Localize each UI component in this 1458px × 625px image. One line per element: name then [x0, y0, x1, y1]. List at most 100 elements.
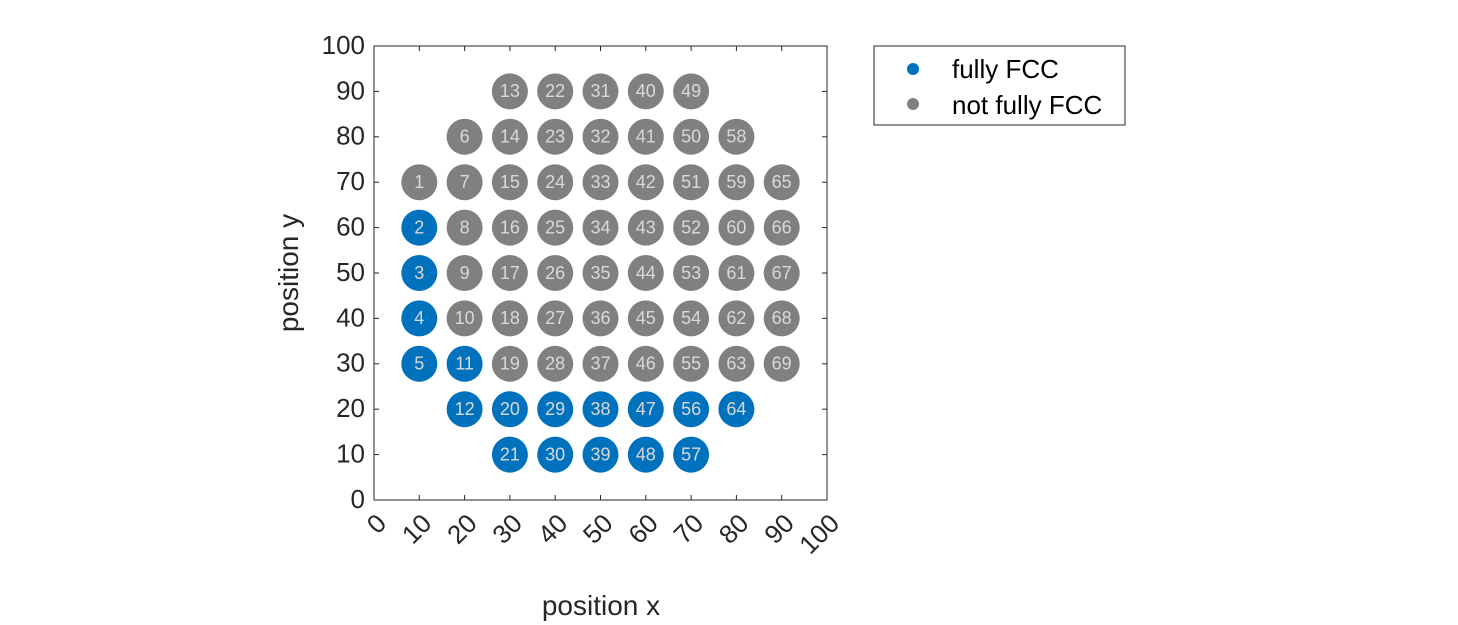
data-point: [718, 164, 755, 201]
x-axis-title: position x: [542, 590, 660, 621]
data-point-label: 47: [636, 399, 656, 419]
x-tick-label: 0: [361, 508, 392, 539]
y-tick-label: 30: [336, 348, 365, 378]
x-tick-label: 20: [441, 508, 483, 550]
data-point: [491, 209, 528, 246]
data-point: [763, 345, 800, 382]
data-point-label: 13: [500, 81, 520, 101]
data-point-label: 21: [500, 444, 520, 464]
data-point-label: 54: [681, 308, 701, 328]
legend-label-not-fully-fcc: not fully FCC: [952, 90, 1102, 120]
data-point-label: 35: [590, 263, 610, 283]
data-point-label: 49: [681, 81, 701, 101]
y-tick-labels: 0 10 20 30 40 50 60 70 80 90 100: [322, 30, 365, 514]
data-point-label: 1: [414, 172, 424, 192]
data-point: [401, 164, 438, 201]
data-point-label: 69: [772, 354, 792, 374]
data-point-label: 42: [636, 172, 656, 192]
data-point-label: 14: [500, 127, 520, 147]
data-point-label: 53: [681, 263, 701, 283]
data-point-label: 40: [636, 81, 656, 101]
data-point-label: 31: [590, 81, 610, 101]
data-point: [627, 164, 664, 201]
data-point: [491, 436, 528, 473]
data-point: [582, 73, 619, 110]
data-point: [401, 345, 438, 382]
data-point-label: 30: [545, 444, 565, 464]
y-tick-label: 100: [322, 30, 365, 60]
data-point: [491, 255, 528, 291]
y-tick-label: 90: [336, 75, 365, 105]
data-point-label: 9: [460, 263, 470, 283]
data-point-label: 45: [636, 308, 656, 328]
data-point-label: 6: [460, 127, 470, 147]
data-point: [446, 118, 483, 155]
data-point-label: 66: [772, 217, 792, 237]
y-tick-label: 80: [336, 121, 365, 151]
legend-label-fully-fcc: fully FCC: [952, 54, 1059, 84]
data-point-label: 17: [500, 263, 520, 283]
data-point-label: 55: [681, 354, 701, 374]
data-point-label: 20: [500, 399, 520, 419]
data-point-label: 26: [545, 263, 565, 283]
data-point: [537, 391, 574, 428]
data-point: [582, 391, 619, 428]
y-tick-label: 20: [336, 393, 365, 423]
data-point: [446, 209, 483, 246]
x-tick-label: 50: [577, 508, 619, 550]
data-point-label: 65: [772, 172, 792, 192]
data-point: [763, 209, 800, 246]
data-point: [627, 209, 664, 246]
y-tick-label: 10: [336, 438, 365, 468]
data-point-label: 64: [726, 399, 746, 419]
data-point-label: 24: [545, 172, 565, 192]
legend: fully FCC not fully FCC: [873, 45, 1126, 126]
data-point-label: 36: [590, 308, 610, 328]
axis-ticks: [373, 45, 828, 501]
data-point-label: 50: [681, 127, 701, 147]
y-tick-label: 50: [336, 257, 365, 287]
data-point: [673, 436, 710, 473]
data-point: [718, 300, 755, 337]
data-point-label: 5: [414, 354, 424, 374]
data-point: [627, 391, 664, 428]
data-point: [718, 209, 755, 246]
data-point-label: 57: [681, 444, 701, 464]
legend-marker-fully-fcc: [907, 63, 919, 75]
data-point-label: 52: [681, 217, 701, 237]
x-tick-label: 10: [396, 508, 438, 550]
data-point-label: 29: [545, 399, 565, 419]
data-point: [446, 255, 483, 291]
data-point: [446, 345, 483, 382]
x-tick-label: 40: [532, 508, 574, 550]
data-point: [582, 255, 619, 291]
data-point: [537, 436, 574, 473]
data-point: [673, 164, 710, 201]
y-tick-label: 70: [336, 166, 365, 196]
data-point-label: 51: [681, 172, 701, 192]
data-point-label: 37: [590, 354, 610, 374]
data-point-label: 18: [500, 308, 520, 328]
data-point: [537, 345, 574, 382]
data-point: [673, 345, 710, 382]
data-point: [673, 300, 710, 337]
data-point-label: 19: [500, 354, 520, 374]
data-point: [627, 73, 664, 110]
data-point: [537, 73, 574, 110]
data-point-label: 56: [681, 399, 701, 419]
data-point: [537, 118, 574, 155]
data-point-label: 11: [455, 354, 474, 374]
y-axis-title: position y: [273, 214, 304, 332]
data-point-label: 28: [545, 354, 565, 374]
data-point: [446, 300, 483, 337]
data-point: [582, 345, 619, 382]
data-point-label: 15: [500, 172, 520, 192]
x-tick-label: 30: [486, 508, 528, 550]
data-point: [627, 118, 664, 155]
x-tick-label: 60: [622, 508, 664, 550]
data-point-label: 4: [414, 308, 424, 328]
data-point-label: 58: [726, 127, 746, 147]
data-point-label: 23: [545, 127, 565, 147]
data-point: [582, 209, 619, 246]
